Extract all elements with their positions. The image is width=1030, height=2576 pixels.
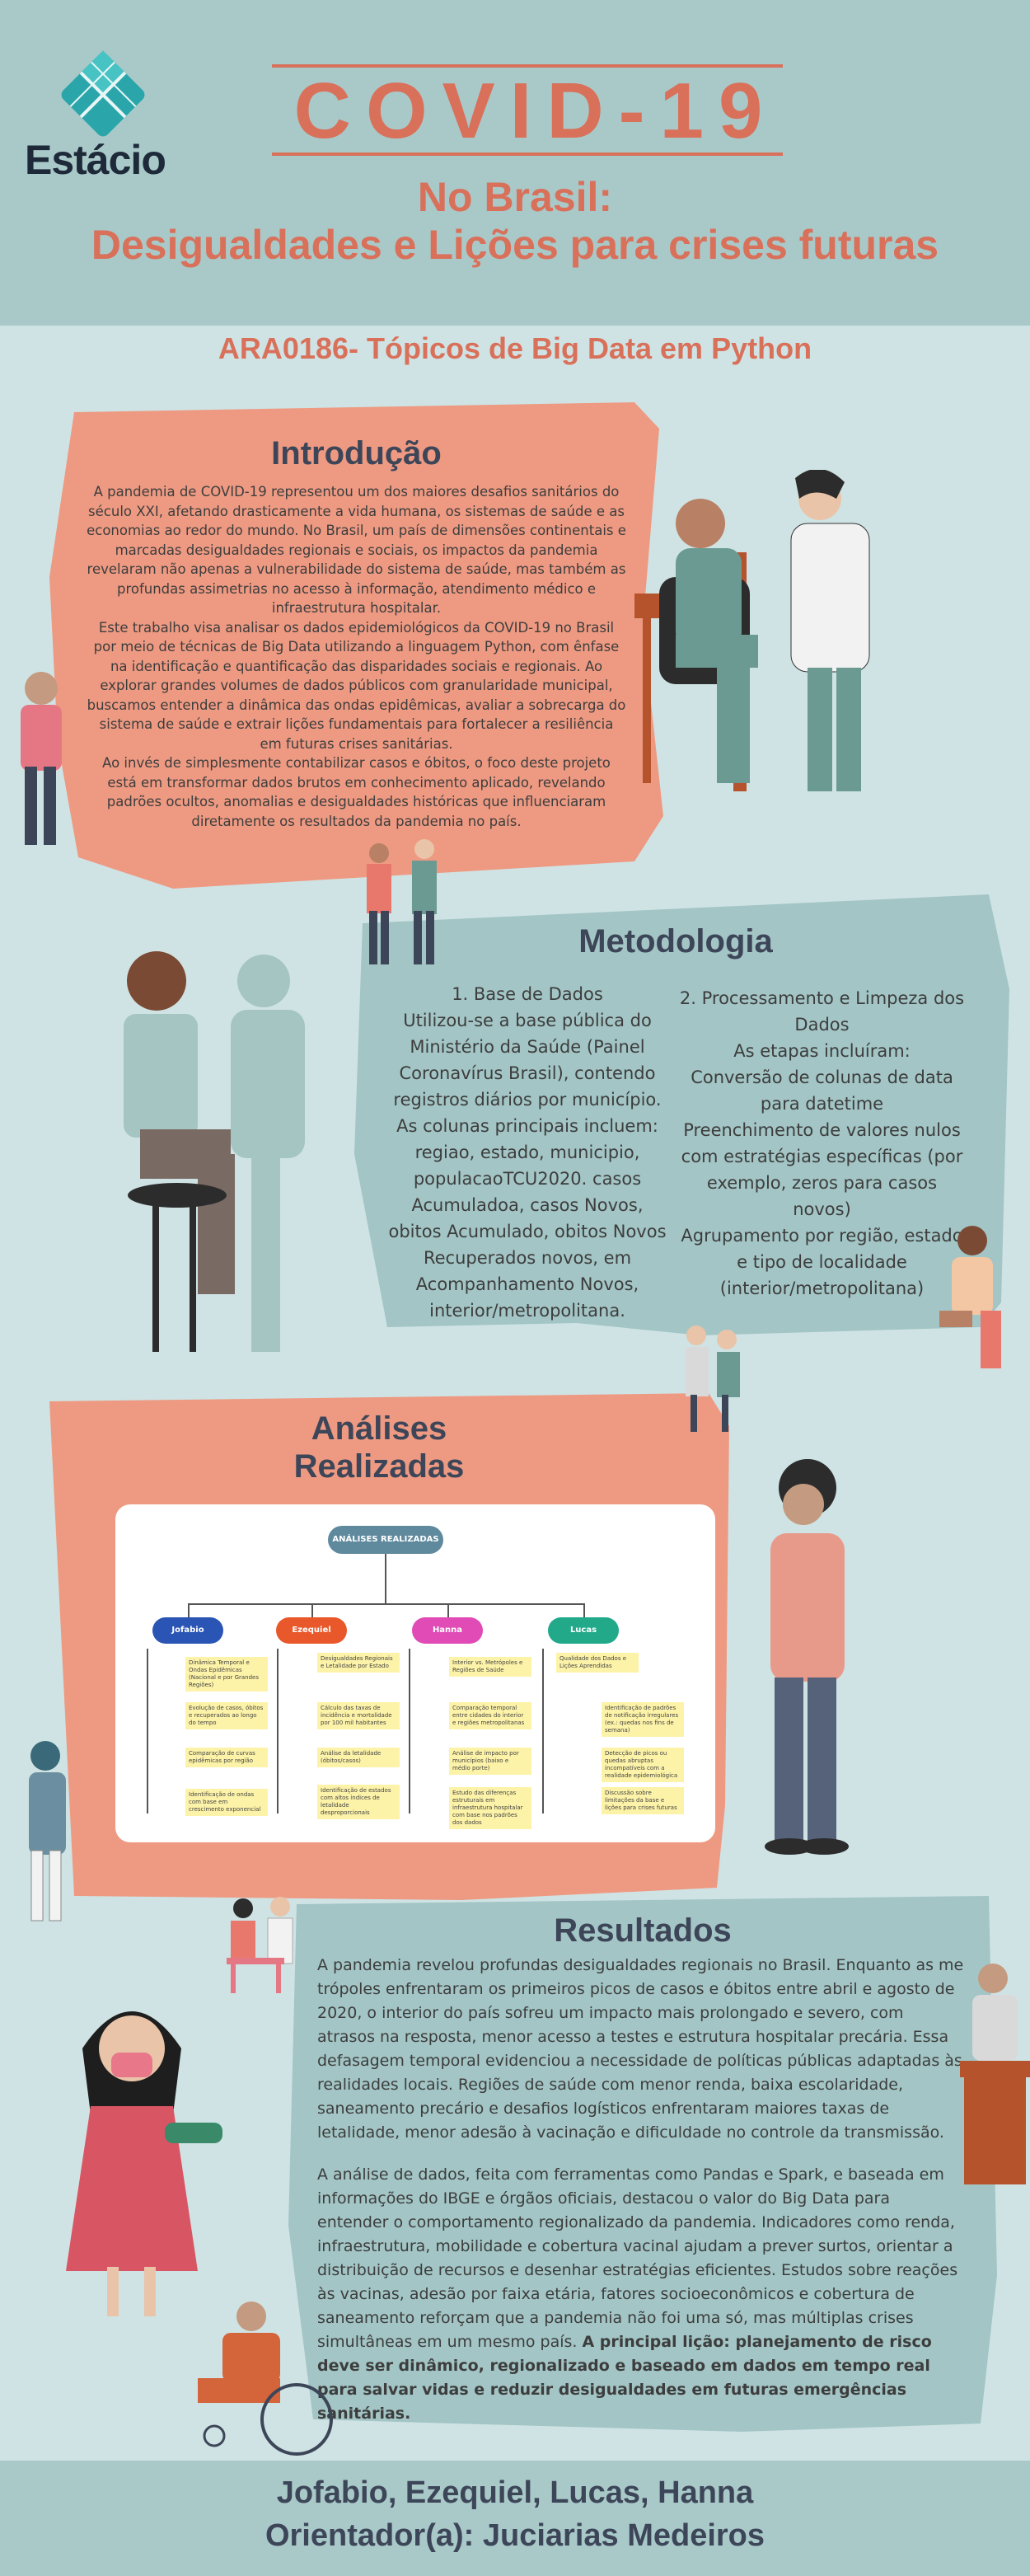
branch-ezequiel: Ezequiel [276,1617,347,1644]
results-heading: Resultados [554,1912,732,1949]
swab-test-illustration [124,951,305,1352]
branch-jofabio: Jofabio [152,1617,223,1644]
thermometer-people-illustration [367,839,437,964]
branch-hanna: Hanna [412,1617,483,1644]
branch-connector [311,1603,313,1620]
intro-blob [49,402,663,889]
wheelchair-illustration [198,2302,333,2456]
note: Desigualdades Regionais e Letalidade por… [317,1653,400,1673]
method-column-1: 1. Base de Dados Utilizou-se a base públ… [388,984,667,1321]
logo-text: Estácio [25,137,166,183]
analyses-heading: Análises Realizadas [214,1410,544,1485]
intro-paragraph-1: A pandemia de COVID-19 representou um do… [87,484,626,616]
mindmap-connector-horizontal [188,1603,583,1605]
title-rule-bottom [272,152,783,156]
results-paragraph-2-text: A análise de dados, feita com ferramenta… [317,2165,958,2351]
woman-masked-illustration [66,2011,222,2316]
header-band [0,0,1030,326]
note: Detecção de picos ou quedas abruptas inc… [602,1748,684,1782]
logo-mark-icon [61,50,145,137]
branch-connector [188,1603,190,1620]
advisor: Orientador(a): Juciarias Medeiros [265,2518,765,2553]
page-title: COVID-19 [293,67,778,155]
note: Evolução de casos, óbitos e recuperados … [185,1702,268,1729]
method-heading: Metodologia [578,923,773,960]
authors: Jofabio, Ezequiel, Lucas, Hanna [276,2475,754,2510]
intro-heading: Introdução [271,435,442,472]
footer-band [0,2461,1030,2576]
note: Identificação de padrões de notificação … [602,1702,684,1737]
intro-paragraph-3: Ao invés de simplesmente contabilizar ca… [102,755,611,829]
footer-credits: Jofabio, Ezequiel, Lucas, Hanna Orientad… [0,2471,1030,2557]
method-column-2: 2. Processamento e Limpeza dos Dados As … [679,988,965,1298]
branch-trunk [542,1649,544,1814]
intro-text: A pandemia de COVID-19 representou um do… [87,482,626,831]
branch-trunk [409,1649,410,1814]
page-subtitle: No Brasil: Desigualdades e Lições para c… [0,173,1030,269]
branch-label: Hanna [432,1626,463,1635]
branch-label: Jofabio [171,1626,204,1635]
mindmap-connector-vertical [385,1554,386,1603]
note: Comparação temporal entre cidades do int… [449,1702,531,1729]
elderly-man-illustration [960,1964,1030,2184]
results-paragraph-2: A análise de dados, feita com ferramenta… [317,2163,964,2426]
subtitle-line-1: No Brasil: [417,174,613,220]
analyses-heading-line-2: Realizadas [293,1448,465,1485]
branch-label: Lucas [569,1626,597,1635]
elderly-couple-illustration [686,1326,740,1432]
mindmap-root: ANÁLISES REALIZADAS [328,1526,443,1554]
sneezing-man-illustration [765,1459,849,1855]
analyses-heading-line-1: Análises [311,1410,447,1447]
note: Comparação de curvas epidêmicas por regi… [185,1748,268,1767]
course-code: ARA0186- Tópicos de Big Data em Python [218,331,812,365]
note: Estudo das diferenças estruturais em inf… [449,1787,531,1829]
test-couple-illustration [227,1897,293,1993]
intro-paragraph-2: Este trabalho visa analisar os dados epi… [87,619,626,752]
note: Análise da letalidade (óbitos/casos) [317,1748,400,1767]
nurse-illustration [29,1741,66,1921]
note: Dinâmica Temporal e Ondas Epidêmicas (Na… [185,1657,268,1692]
branch-lucas: Lucas [548,1617,619,1644]
note: Identificação de estados com altos índic… [317,1785,400,1819]
note: Identificação de ondas com base em cresc… [185,1789,268,1816]
branch-connector [447,1603,449,1620]
results-blob [288,1896,997,2432]
method-blob [354,894,1009,1335]
results-key-lesson: A principal lição: planejamento de risco… [317,2333,932,2423]
logo: Estácio [21,45,194,194]
note: Qualidade dos Dados e Lições Aprendidas [556,1653,639,1673]
coughing-woman-illustration [21,672,62,845]
vaccination-illustration [634,470,870,791]
note: Cálculo das taxas de incidência e mortal… [317,1702,400,1729]
results-paragraph-1: A pandemia revelou profundas desigualdad… [317,1956,964,2142]
note: Interior vs. Metrópoles e Regiões de Saú… [449,1657,531,1677]
branch-connector [583,1603,585,1620]
note: Análise de impacto por municípios (baixo… [449,1748,531,1775]
sitting-man-illustration [939,1226,1001,1368]
branch-label: Ezequiel [292,1626,331,1635]
note: Discussão sobre limitações da base e liç… [602,1787,684,1814]
subtitle-line-2: Desigualdades e Lições para crises futur… [91,222,939,268]
results-text: A pandemia revelou profundas desigualdad… [317,1954,964,2426]
title-rule-top [272,64,783,68]
branch-trunk [277,1649,279,1814]
branch-trunk [147,1649,148,1814]
